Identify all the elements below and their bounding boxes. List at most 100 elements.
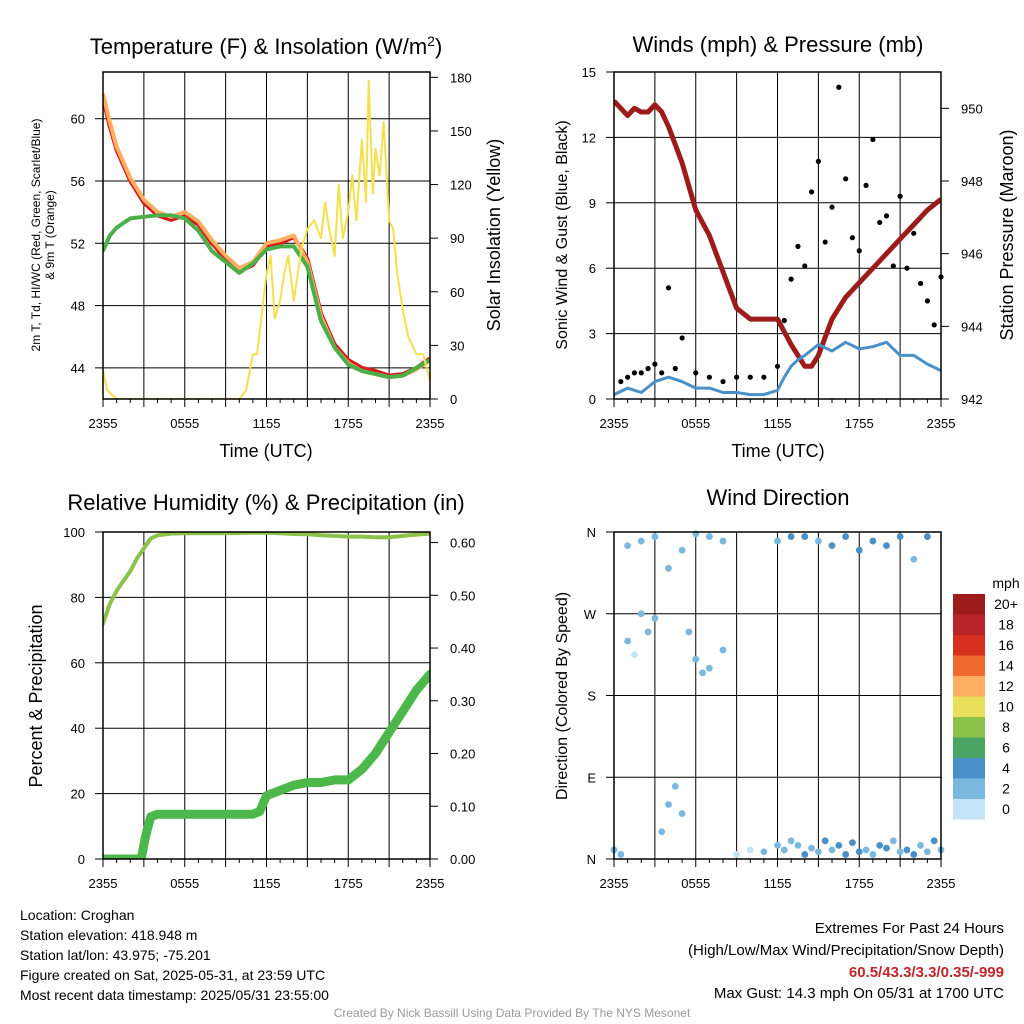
direction-point: [801, 851, 809, 858]
temperature-y2tick-label: 0: [450, 392, 457, 407]
winds-plot: 2355 0555 1155 1755 2355 0 3 6 9 12 15 942 944 946 948…: [582, 65, 983, 431]
direction-point: [828, 542, 836, 550]
direction-plot: 2355 0555 1155 1755 2355 N E S W N 20+ 18 16 14 12 10 8 6…: [584, 525, 1018, 891]
winds-gust-point: [829, 204, 835, 210]
temperature-ytick-label: 56: [71, 174, 85, 189]
direction-point: [828, 846, 836, 854]
temperature-y2tick-label: 60: [450, 285, 464, 300]
legend-label: 4: [1002, 760, 1010, 776]
winds-gust-point: [774, 363, 781, 369]
winds-gust-point: [761, 374, 767, 380]
legend-label: 0: [1002, 801, 1010, 817]
legend-swatch: [953, 717, 985, 738]
humidity-y2tick-label: 0.30: [450, 694, 475, 709]
direction-point: [808, 844, 815, 852]
direction-ytick-label: N: [587, 525, 596, 540]
legend-label: 20+: [994, 596, 1018, 612]
winds-gust-point: [856, 248, 862, 254]
direction-title: Wind Direction: [706, 485, 849, 510]
direction-point: [665, 801, 672, 808]
winds-ytick-label: 6: [589, 261, 596, 276]
direction-ytick-label: S: [587, 689, 596, 704]
elevation-text: Station elevation: 418.948 m: [20, 927, 198, 943]
direction-point: [624, 637, 632, 645]
winds-frame: [613, 71, 942, 400]
temperature-ytick-label: 48: [71, 299, 85, 314]
winds-xlabel: Time (UTC): [731, 441, 824, 461]
legend-swatch: [953, 676, 985, 697]
winds-gust-point: [625, 374, 631, 380]
winds-y2tick-label: 946: [961, 247, 983, 262]
legend-label: 18: [998, 617, 1014, 633]
humidity-y2tick-label: 0.40: [450, 641, 475, 656]
direction-point: [705, 533, 713, 540]
direction-point: [869, 851, 877, 858]
extremes-info: Extremes For Past 24 Hours (High/Low/Max…: [688, 918, 1004, 1004]
temperature-ytick-label: 44: [71, 361, 85, 376]
humidity-ytick-label: 40: [71, 721, 85, 736]
temperature-y2tick-label: 90: [450, 231, 464, 246]
direction-point: [889, 837, 897, 845]
latlon-text: Station lat/lon: 43.975; -75.201: [20, 947, 211, 963]
legend-swatch: [953, 758, 985, 779]
direction-point: [665, 564, 672, 572]
direction-point: [780, 846, 788, 854]
direction-point: [903, 846, 911, 854]
winds-gust-point: [747, 374, 753, 380]
winds-gust-point: [802, 263, 808, 269]
winds-gust-point: [836, 84, 842, 90]
direction-point: [821, 837, 829, 845]
winds-panel: Winds (mph) & Pressure (mb) Sonic Wind &…: [554, 32, 1017, 461]
humidity-ylabel: Percent & Precipitation: [26, 604, 46, 787]
direction-ytick-label: E: [587, 770, 596, 785]
legend-label: 14: [998, 658, 1014, 674]
winds-gust-point: [659, 370, 665, 376]
winds-xtick-label: 2355: [927, 416, 956, 431]
direction-point: [678, 546, 686, 554]
winds-gust-point: [877, 219, 883, 226]
winds-gust-point: [720, 378, 726, 385]
winds-ytick-label: 12: [582, 130, 596, 145]
direction-point: [842, 533, 850, 540]
humidity-y2tick-label: 0.20: [450, 747, 475, 762]
winds-y2tick-label: 948: [961, 174, 983, 189]
winds-ylabel: Sonic Wind & Gust (Blue, Black): [554, 120, 571, 349]
direction-point: [719, 537, 727, 545]
winds-gust-point: [897, 193, 903, 199]
humidity-xtick-label: 1755: [334, 876, 363, 891]
legend-swatch: [953, 614, 985, 635]
temperature-ylabel-1: 2m T, Td, HI/WC (Red, Green, Scarlet/Blu…: [29, 119, 43, 352]
direction-point: [671, 782, 679, 790]
direction-point: [774, 841, 781, 849]
direction-ylabel: Direction (Colored By Speed): [554, 592, 571, 800]
legend-swatch: [953, 799, 985, 820]
direction-point: [869, 537, 877, 545]
winds-y2tick-label: 950: [961, 101, 983, 116]
temperature-xtick-label: 0555: [170, 416, 199, 431]
direction-xtick-label: 2355: [927, 876, 956, 891]
direction-xtick-label: 1155: [764, 876, 792, 891]
direction-point: [910, 851, 918, 858]
station-info: Location: Croghan Station elevation: 418…: [20, 905, 329, 1005]
humidity-xtick-label: 0555: [170, 876, 199, 891]
winds-gust-point: [788, 276, 794, 282]
extremes-values: 60.5/43.3/3.3/0.35/-999: [848, 964, 1004, 981]
humidity-series-rh: [103, 532, 430, 626]
winds-title: Winds (mph) & Pressure (mb): [633, 32, 924, 57]
legend-label: 10: [998, 699, 1014, 715]
humidity-y2tick-label: 0.10: [450, 799, 475, 814]
winds-ytick-label: 15: [582, 65, 596, 80]
direction-point: [651, 533, 659, 540]
humidity-panel: Relative Humidity (%) & Precipitation (i…: [26, 490, 465, 788]
winds-xtick-label: 1155: [764, 416, 792, 431]
legend-label: 8: [1002, 719, 1010, 735]
winds-y2tick-label: 944: [961, 319, 983, 334]
winds-gust-point: [679, 335, 685, 341]
temperature-ytick-label: 52: [71, 236, 85, 251]
winds-xtick-label: 0555: [681, 416, 710, 431]
temperature-y2tick-label: 150: [450, 124, 472, 139]
direction-point: [699, 669, 706, 677]
winds-gust-point: [781, 317, 787, 324]
winds-gust-point: [631, 370, 638, 376]
direction-point: [930, 837, 938, 845]
